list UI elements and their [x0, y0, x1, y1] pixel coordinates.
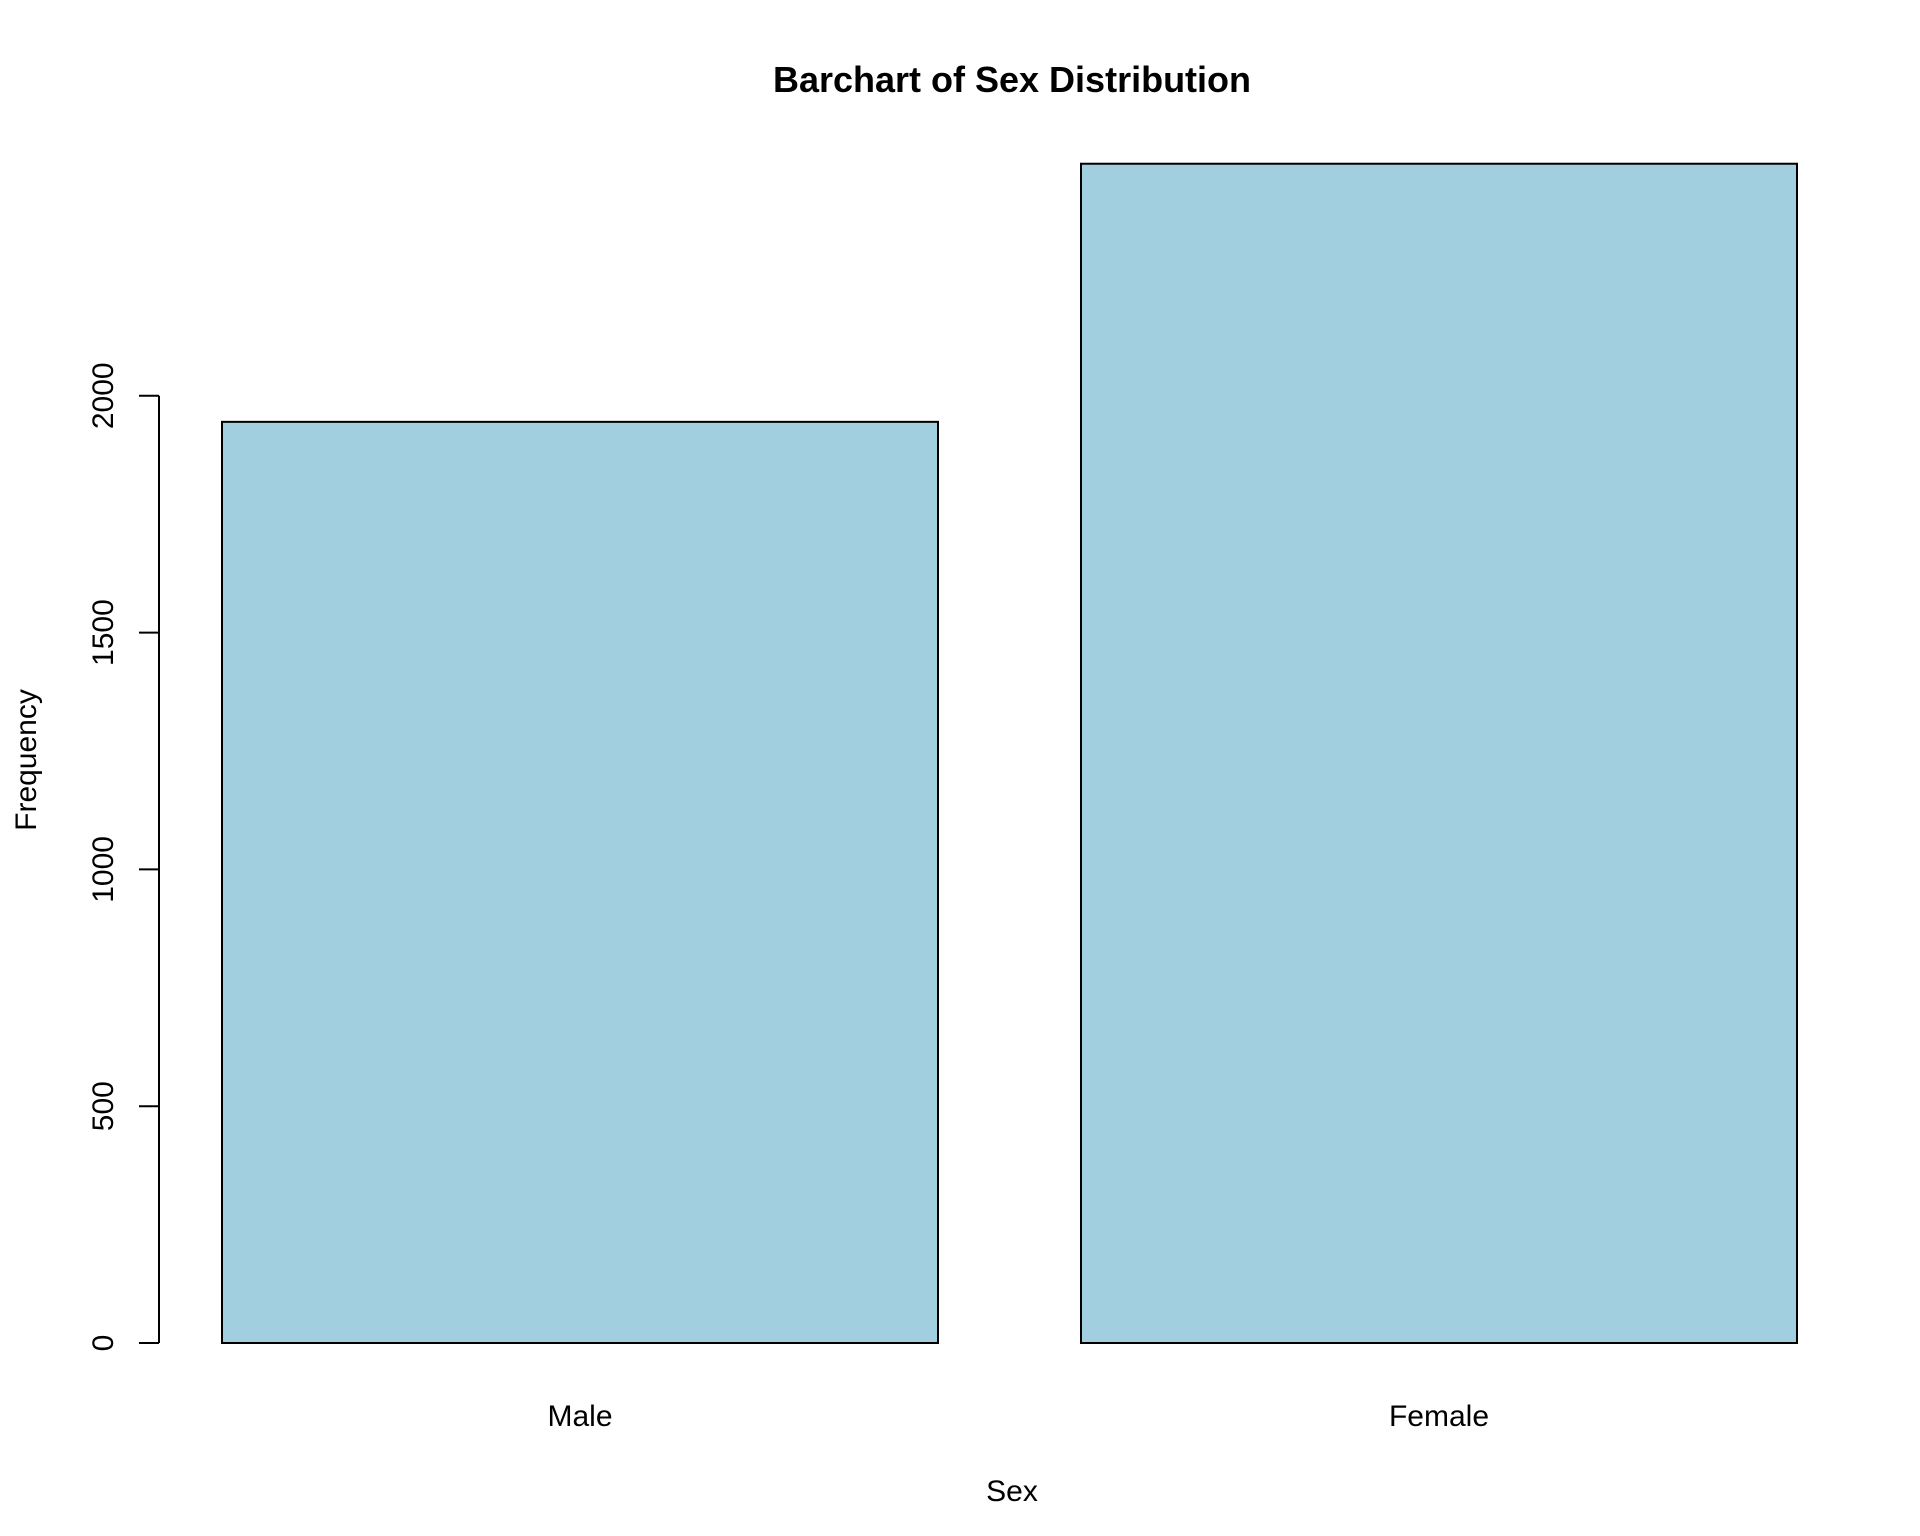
x-axis-labels: Male Female: [547, 1400, 1489, 1433]
x-axis-title: Sex: [986, 1475, 1038, 1508]
y-tick-label: 2000: [87, 362, 120, 429]
x-tick-label: Female: [1389, 1400, 1489, 1433]
bar-male: [221, 420, 939, 1344]
bar-female: [1080, 162, 1798, 1345]
y-tick-label: 1000: [87, 836, 120, 903]
x-tick-label: Male: [547, 1400, 612, 1433]
y-axis-title: Frequency: [10, 689, 43, 831]
y-tick-label: 500: [87, 1081, 120, 1131]
y-axis: 0 500 1000 1500 2000: [87, 362, 160, 1352]
y-tick-label: 0: [87, 1335, 120, 1352]
chart-title: Barchart of Sex Distribution: [773, 59, 1251, 100]
y-tick-label: 1500: [87, 599, 120, 666]
bars: [221, 162, 1798, 1345]
